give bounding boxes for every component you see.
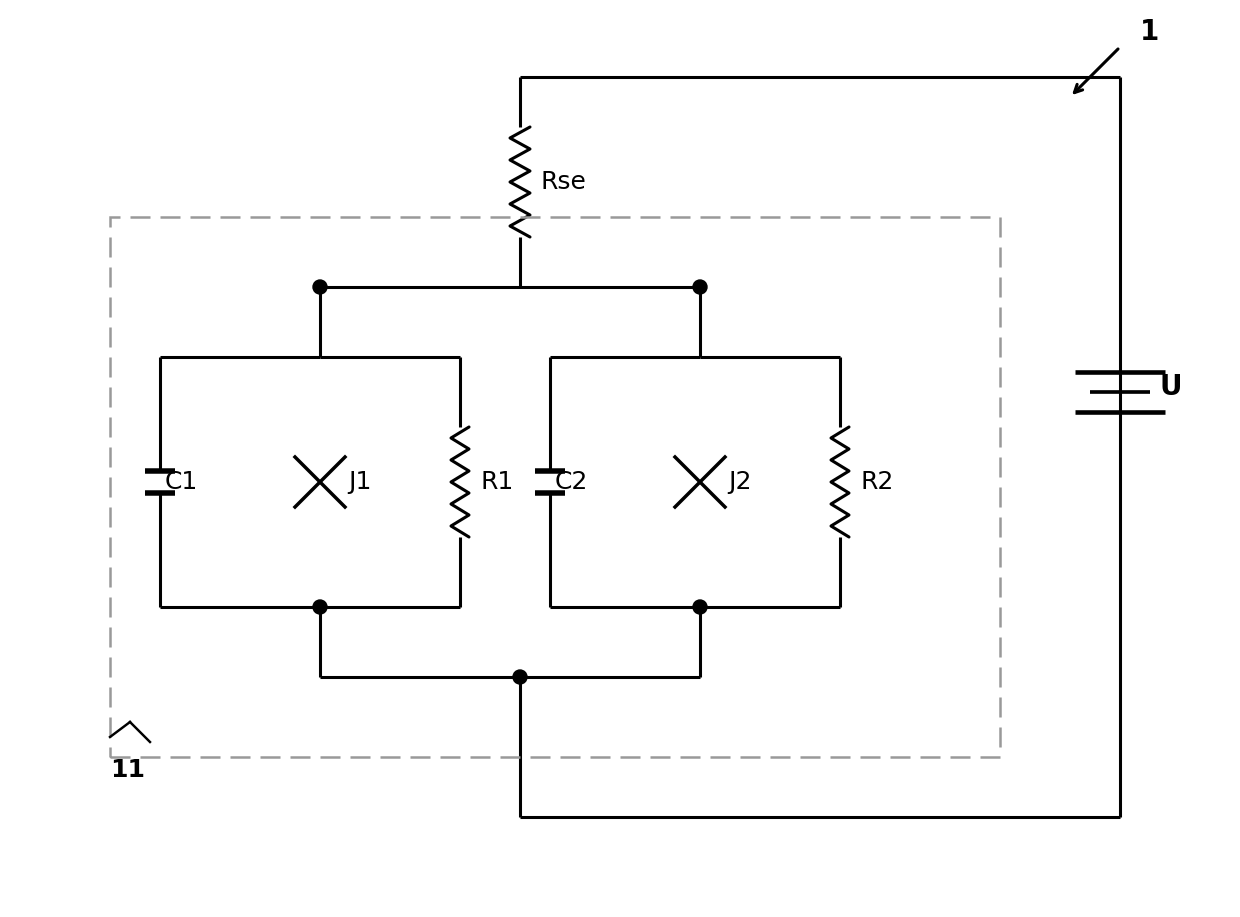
Bar bbox=[110, 217, 999, 757]
Text: J2: J2 bbox=[728, 470, 751, 494]
Circle shape bbox=[693, 280, 707, 294]
Text: U: U bbox=[1159, 373, 1183, 401]
Circle shape bbox=[513, 670, 527, 684]
Text: C2: C2 bbox=[556, 470, 588, 494]
Text: J1: J1 bbox=[348, 470, 371, 494]
Text: 11: 11 bbox=[110, 758, 145, 782]
Text: C1: C1 bbox=[165, 470, 198, 494]
Text: R1: R1 bbox=[480, 470, 513, 494]
Circle shape bbox=[693, 600, 707, 614]
Circle shape bbox=[312, 280, 327, 294]
Text: Rse: Rse bbox=[539, 170, 585, 194]
Text: 1: 1 bbox=[1140, 18, 1159, 46]
Text: R2: R2 bbox=[861, 470, 893, 494]
Circle shape bbox=[312, 600, 327, 614]
